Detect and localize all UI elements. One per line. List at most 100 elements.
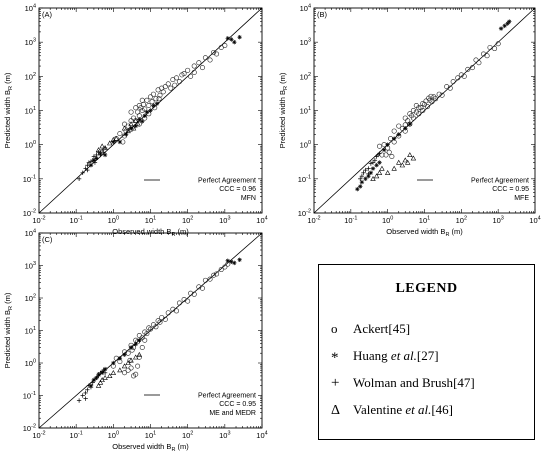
x-tick-label: 104 xyxy=(256,431,267,441)
tick-label-base: 10 xyxy=(256,431,264,440)
tick-label-base: 10 xyxy=(25,72,33,81)
point-valentine xyxy=(107,140,113,146)
tick-label-exponent: 0 xyxy=(308,140,311,146)
point-ackert xyxy=(185,298,191,304)
tick-label-base: 10 xyxy=(492,216,500,225)
tick-label-exponent: 2 xyxy=(308,72,311,78)
x-axis-label-text: Observed width B xyxy=(386,227,445,236)
legend-perfect-agreement: Perfect Agreement xyxy=(471,178,529,185)
point-ackert xyxy=(162,84,168,90)
star-stroke xyxy=(237,35,242,39)
x-tick-label: 100 xyxy=(108,216,119,226)
point-wolman xyxy=(90,158,95,163)
legend-item-label: Valentine xyxy=(353,402,406,417)
point-huang xyxy=(232,260,237,266)
point-huang xyxy=(403,126,408,131)
tick-label-base: 10 xyxy=(419,216,427,225)
point-valentine xyxy=(117,367,123,373)
x-tick-label: 101 xyxy=(419,216,430,226)
tick-label-exponent: -1 xyxy=(353,216,358,222)
point-valentine xyxy=(121,125,128,131)
tick-label-base: 10 xyxy=(108,216,116,225)
point-wolman xyxy=(90,380,95,385)
point-huang xyxy=(363,176,368,182)
point-valentine xyxy=(391,165,397,171)
tick-label-exponent: -2 xyxy=(316,216,321,222)
x-tick-label: 102 xyxy=(182,431,193,441)
x-axis-label-text: Observed width B xyxy=(112,227,171,236)
star-stroke xyxy=(140,119,145,124)
point-huang xyxy=(498,26,504,31)
point-valentine xyxy=(99,143,105,149)
point-valentine xyxy=(396,159,402,165)
point-ackert xyxy=(222,42,228,48)
y-axis-label-unit: (m) xyxy=(3,292,12,306)
point-huang xyxy=(154,101,160,106)
star-stroke xyxy=(118,140,122,144)
point-wolman xyxy=(85,387,90,392)
point-ackert xyxy=(429,99,435,105)
tick-label-base: 10 xyxy=(23,424,31,433)
point-valentine xyxy=(399,162,406,168)
point-ackert xyxy=(156,96,162,102)
star-stroke xyxy=(111,361,116,365)
tick-label-exponent: 1 xyxy=(153,216,156,222)
tick-label-base: 10 xyxy=(32,216,40,225)
ccc-annotation: CCC = 0.95 xyxy=(492,186,529,193)
point-huang xyxy=(225,258,230,263)
y-axis-label-subscript: R xyxy=(8,86,14,90)
tick-label-base: 10 xyxy=(25,327,33,336)
y-axis-label-text: Predicted width B xyxy=(3,310,12,368)
point-ackert xyxy=(199,65,205,71)
point-ackert xyxy=(122,133,128,139)
point-huang xyxy=(128,345,134,350)
tick-label-base: 10 xyxy=(70,216,78,225)
point-valentine xyxy=(133,117,139,123)
point-ackert xyxy=(202,55,208,61)
x-axis-label-subscript: R xyxy=(171,447,175,453)
point-huang xyxy=(396,132,401,137)
tick-label-exponent: 4 xyxy=(33,4,36,10)
tick-label-base: 10 xyxy=(300,38,308,47)
tick-label-base: 10 xyxy=(300,107,308,116)
tick-label-exponent: -2 xyxy=(41,216,46,222)
point-wolman xyxy=(85,167,90,173)
point-ackert xyxy=(207,57,213,63)
method-annotation: MFN xyxy=(241,195,256,202)
tick-label-exponent: 3 xyxy=(33,261,36,267)
point-ackert xyxy=(191,63,197,69)
point-huang xyxy=(94,156,99,161)
tick-label-exponent: 0 xyxy=(116,431,119,437)
point-huang xyxy=(385,142,390,147)
tick-label-exponent: 3 xyxy=(33,38,36,44)
point-ackert xyxy=(391,128,397,134)
point-wolman xyxy=(92,160,98,165)
y-axis-label-subscript: R xyxy=(283,86,289,90)
x-axis-label-subscript: R xyxy=(445,232,449,238)
x-axis-label-subscript: R xyxy=(171,232,175,238)
point-huang xyxy=(225,36,230,41)
point-huang xyxy=(111,360,116,366)
legend-item-ref: [27] xyxy=(416,348,439,363)
point-wolman xyxy=(88,385,94,390)
legend-item-label: Huang xyxy=(353,348,391,363)
point-ackert xyxy=(199,285,205,291)
star-stroke xyxy=(408,122,412,126)
point-huang xyxy=(502,23,507,29)
legend-item-wolman: + Wolman and Brush[47] xyxy=(331,375,475,392)
x-tick-label: 10-1 xyxy=(70,431,83,441)
y-tick-label: 103 xyxy=(25,38,36,48)
point-ackert xyxy=(125,367,131,373)
point-wolman xyxy=(94,375,99,381)
point-ackert xyxy=(122,370,128,376)
point-huang xyxy=(407,121,413,127)
point-valentine xyxy=(133,354,139,360)
point-ackert xyxy=(142,106,148,112)
point-ackert xyxy=(469,65,475,71)
point-ackert xyxy=(148,326,154,332)
point-ackert xyxy=(139,344,145,350)
x-tick-label: 103 xyxy=(219,431,230,441)
point-wolman xyxy=(370,160,376,165)
tick-label-exponent: 4 xyxy=(33,229,36,235)
point-ackert xyxy=(128,109,134,115)
